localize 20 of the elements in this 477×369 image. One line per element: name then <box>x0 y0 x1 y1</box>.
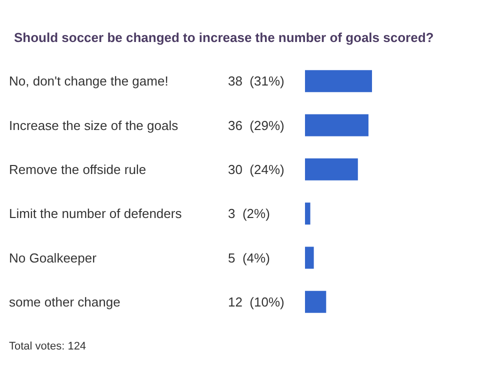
data-label: 3 (2%) <box>228 206 270 222</box>
chart-title: Should soccer be changed to increase the number of goals scored? <box>14 30 434 45</box>
y-tick-label: Limit the number of defenders <box>9 206 182 222</box>
bar <box>305 290 326 313</box>
bar <box>305 246 314 269</box>
data-label: 38 (31%) <box>228 74 284 89</box>
bar <box>305 70 372 92</box>
y-tick-label: some other change <box>9 294 120 310</box>
y-tick-label: Increase the size of the goals <box>9 118 179 133</box>
text: Total votes: 124 <box>9 340 86 352</box>
bar <box>305 158 358 180</box>
data-label: 30 (24%) <box>228 162 284 177</box>
bar <box>305 114 368 136</box>
bar <box>305 202 310 225</box>
data-label: 5 (4%) <box>228 250 270 266</box>
data-label: 36 (29%) <box>228 118 284 133</box>
y-tick-label: No, don't change the game! <box>9 74 168 89</box>
y-tick-label: Remove the offside rule <box>9 162 146 177</box>
data-label: 12 (10%) <box>228 294 284 310</box>
y-tick-label: No Goalkeeper <box>9 250 98 266</box>
